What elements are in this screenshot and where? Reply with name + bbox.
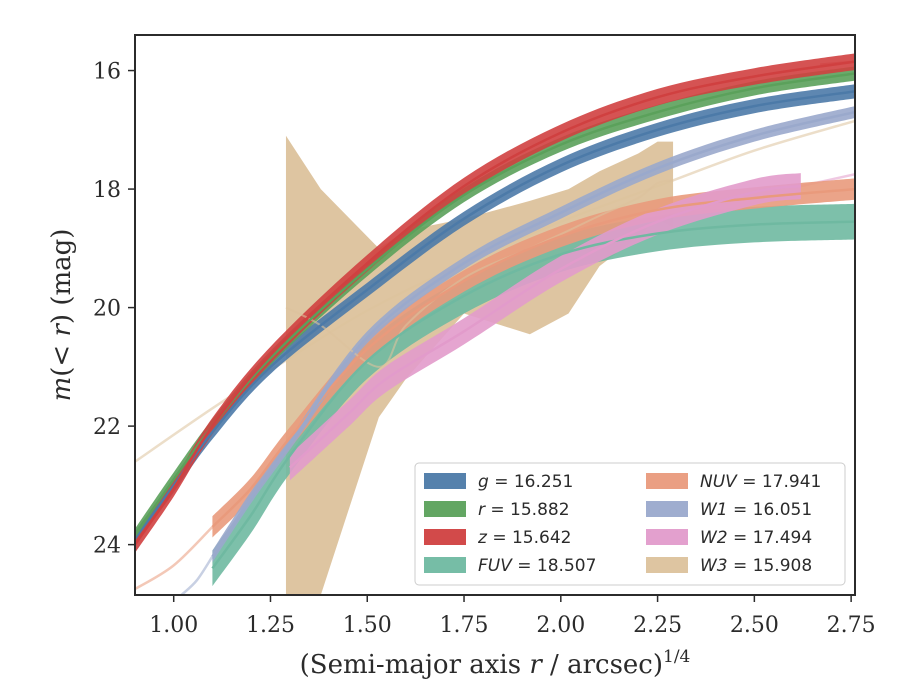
series-line-w2 (288, 184, 801, 469)
faint-extension-1 (135, 525, 214, 591)
legend-label-nuv: NUV = 17.941 (700, 472, 821, 492)
y-tick-label: 24 (93, 534, 121, 559)
legend: g = 16.251 r = 15.882 z = 15.642 FUV = 18.5… (414, 462, 846, 586)
legend-swatch-w2 (646, 529, 688, 545)
legend-label-w1: W1 = 16.051 (700, 500, 812, 520)
x-tick-label: 1.75 (440, 613, 489, 638)
x-axis-label-var: r (529, 650, 543, 680)
legend-swatch-z (424, 529, 466, 545)
legend-swatch-fuv (424, 557, 466, 573)
y-axis-label: m(< r) (mag) (47, 229, 77, 402)
y-axis-ticks: 16 18 20 22 24 (93, 60, 135, 559)
y-tick-label: 16 (93, 60, 121, 85)
series-line-nuv (211, 187, 855, 528)
legend-swatch-w3 (646, 557, 688, 573)
x-tick-label: 1.25 (246, 613, 295, 638)
legend-label-fuv: FUV = 18.507 (478, 556, 596, 576)
legend-label-r: r = 15.882 (478, 500, 570, 520)
x-tick-label: 2.00 (536, 613, 585, 638)
legend-swatch-nuv (646, 473, 688, 489)
y-tick-label: 22 (93, 415, 121, 440)
series-band-nuv (212, 178, 855, 538)
legend-swatch-w1 (646, 501, 688, 517)
series-line-w1 (211, 110, 855, 558)
legend-swatch-g (424, 473, 466, 489)
faint-extension-2 (180, 555, 214, 595)
legend-swatch-r (424, 501, 466, 517)
x-axis-label-open: (Semi-major axis (300, 650, 530, 680)
x-tick-label: 2.75 (827, 613, 876, 638)
legend-label-z: z = 15.642 (477, 528, 571, 548)
y-tick-label: 20 (93, 297, 121, 322)
series-line-g (135, 90, 855, 540)
legend-label-g: g = 16.251 (478, 472, 573, 492)
x-tick-label: 2.50 (730, 613, 779, 638)
x-tick-label: 1.00 (149, 613, 198, 638)
x-axis-label-exponent: 1/4 (663, 647, 690, 667)
x-tick-label: 2.25 (633, 613, 682, 638)
series-lines (135, 60, 855, 570)
plot-frame (134, 34, 856, 596)
x-tick-label: 1.50 (343, 613, 392, 638)
x-axis-label-close: / arcsec) (542, 650, 663, 680)
series-line-z (135, 60, 855, 546)
legend-label-w3: W3 = 15.908 (700, 556, 812, 576)
series-line-fuv (211, 220, 855, 570)
x-axis-label: (Semi-major axis r / arcsec)1/4 (300, 647, 691, 680)
y-tick-label: 18 (93, 178, 121, 203)
legend-frame (414, 462, 846, 586)
legend-label-w2: W2 = 17.494 (700, 528, 812, 548)
series-band-w2 (289, 173, 801, 481)
x-axis-ticks: 1.00 1.25 1.50 1.75 2.00 2.25 2.50 2.75 (149, 595, 876, 638)
